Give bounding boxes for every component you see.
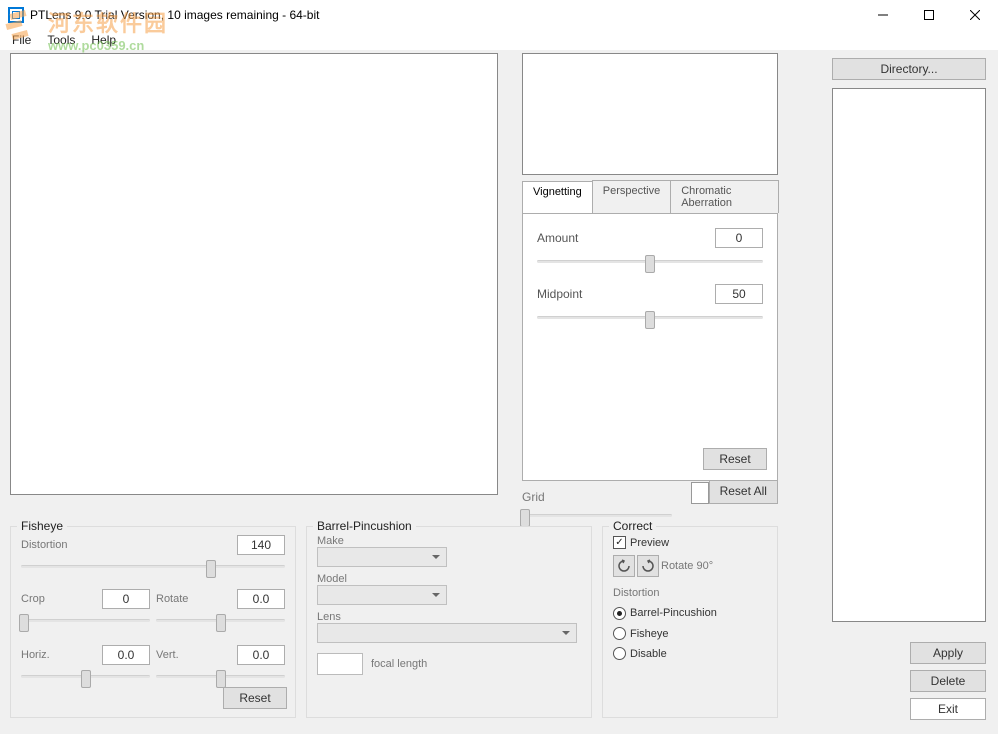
correct-group: Correct Preview Rotate 90° Distortion Ba…	[602, 526, 778, 718]
distortion-heading: Distortion	[613, 587, 767, 599]
crop-slider[interactable]	[21, 611, 150, 629]
horiz-value[interactable]: 0.0	[102, 645, 150, 665]
amount-label: Amount	[537, 231, 715, 245]
rotate-slider[interactable]	[156, 611, 285, 629]
rotate90-label: Rotate 90°	[661, 560, 713, 572]
menu-help[interactable]: Help	[85, 31, 122, 49]
window-title: PTLens 9.0 Trial Version, 10 images rema…	[30, 8, 319, 22]
rotate-value[interactable]: 0.0	[237, 589, 285, 609]
preview-thumbnail	[522, 53, 778, 175]
fisheye-group: Fisheye Distortion140 Crop0 Rotate0.0 Ho…	[10, 526, 296, 718]
menu-file[interactable]: File	[6, 31, 37, 49]
fisheye-reset-button[interactable]: Reset	[223, 687, 287, 709]
exit-button[interactable]: Exit	[910, 698, 986, 720]
barrel-group: Barrel-Pincushion Make Model Lens focal …	[306, 526, 592, 718]
rotate-ccw-button[interactable]	[613, 555, 635, 577]
tab-chromatic[interactable]: Chromatic Aberration	[670, 180, 779, 213]
client-area: Directory... Vignetting Perspective Chro…	[0, 50, 998, 734]
radio-barrel[interactable]: Barrel-Pincushion	[613, 605, 767, 619]
midpoint-label: Midpoint	[537, 287, 715, 301]
radio-icon	[613, 627, 626, 640]
tab-perspective[interactable]: Perspective	[592, 180, 671, 213]
amount-slider[interactable]	[537, 252, 763, 270]
focal-input[interactable]	[317, 653, 363, 675]
model-label: Model	[317, 573, 581, 585]
vert-value[interactable]: 0.0	[237, 645, 285, 665]
preview-checkbox[interactable]: Preview	[613, 535, 767, 549]
delete-button[interactable]: Delete	[910, 670, 986, 692]
radio-fisheye[interactable]: Fisheye	[613, 626, 767, 640]
distortion-label: Distortion	[21, 539, 231, 551]
app-icon	[8, 7, 24, 23]
amount-value[interactable]: 0	[715, 228, 763, 248]
grid-color-swatch[interactable]	[691, 482, 708, 504]
distortion-value[interactable]: 140	[237, 535, 285, 555]
lens-combo[interactable]	[317, 623, 577, 643]
directory-button[interactable]: Directory...	[832, 58, 986, 80]
fisheye-legend: Fisheye	[17, 519, 67, 533]
reset-all-button[interactable]: Reset All	[709, 480, 779, 504]
vert-label: Vert.	[156, 649, 231, 661]
correct-legend: Correct	[609, 519, 656, 533]
horiz-slider[interactable]	[21, 667, 150, 685]
rotate-cw-button[interactable]	[637, 555, 659, 577]
crop-value[interactable]: 0	[102, 589, 150, 609]
make-label: Make	[317, 535, 581, 547]
barrel-legend: Barrel-Pincushion	[313, 519, 416, 533]
distortion-slider[interactable]	[21, 557, 285, 575]
vert-slider[interactable]	[156, 667, 285, 685]
apply-button[interactable]: Apply	[910, 642, 986, 664]
menu-tools[interactable]: Tools	[41, 31, 81, 49]
radio-icon	[613, 647, 626, 660]
midpoint-value[interactable]: 50	[715, 284, 763, 304]
maximize-button[interactable]	[906, 0, 952, 30]
correction-tabs: Vignetting Perspective Chromatic Aberrat…	[522, 180, 778, 472]
focal-label: focal length	[371, 658, 427, 670]
menubar: File Tools Help	[0, 30, 998, 50]
check-icon	[613, 536, 626, 549]
preview-main	[10, 53, 498, 495]
vignetting-reset-button[interactable]: Reset	[703, 448, 767, 470]
titlebar: PTLens 9.0 Trial Version, 10 images rema…	[0, 0, 998, 30]
radio-icon	[613, 607, 626, 620]
crop-label: Crop	[21, 593, 96, 605]
make-combo[interactable]	[317, 547, 447, 567]
tab-vignetting[interactable]: Vignetting	[522, 181, 593, 214]
radio-disable[interactable]: Disable	[613, 646, 767, 660]
lens-label: Lens	[317, 611, 581, 623]
file-list[interactable]	[832, 88, 986, 622]
grid-label: Grid	[522, 490, 551, 504]
midpoint-slider[interactable]	[537, 308, 763, 326]
model-combo[interactable]	[317, 585, 447, 605]
horiz-label: Horiz.	[21, 649, 96, 661]
minimize-button[interactable]	[860, 0, 906, 30]
rotate-label: Rotate	[156, 593, 231, 605]
close-button[interactable]	[952, 0, 998, 30]
